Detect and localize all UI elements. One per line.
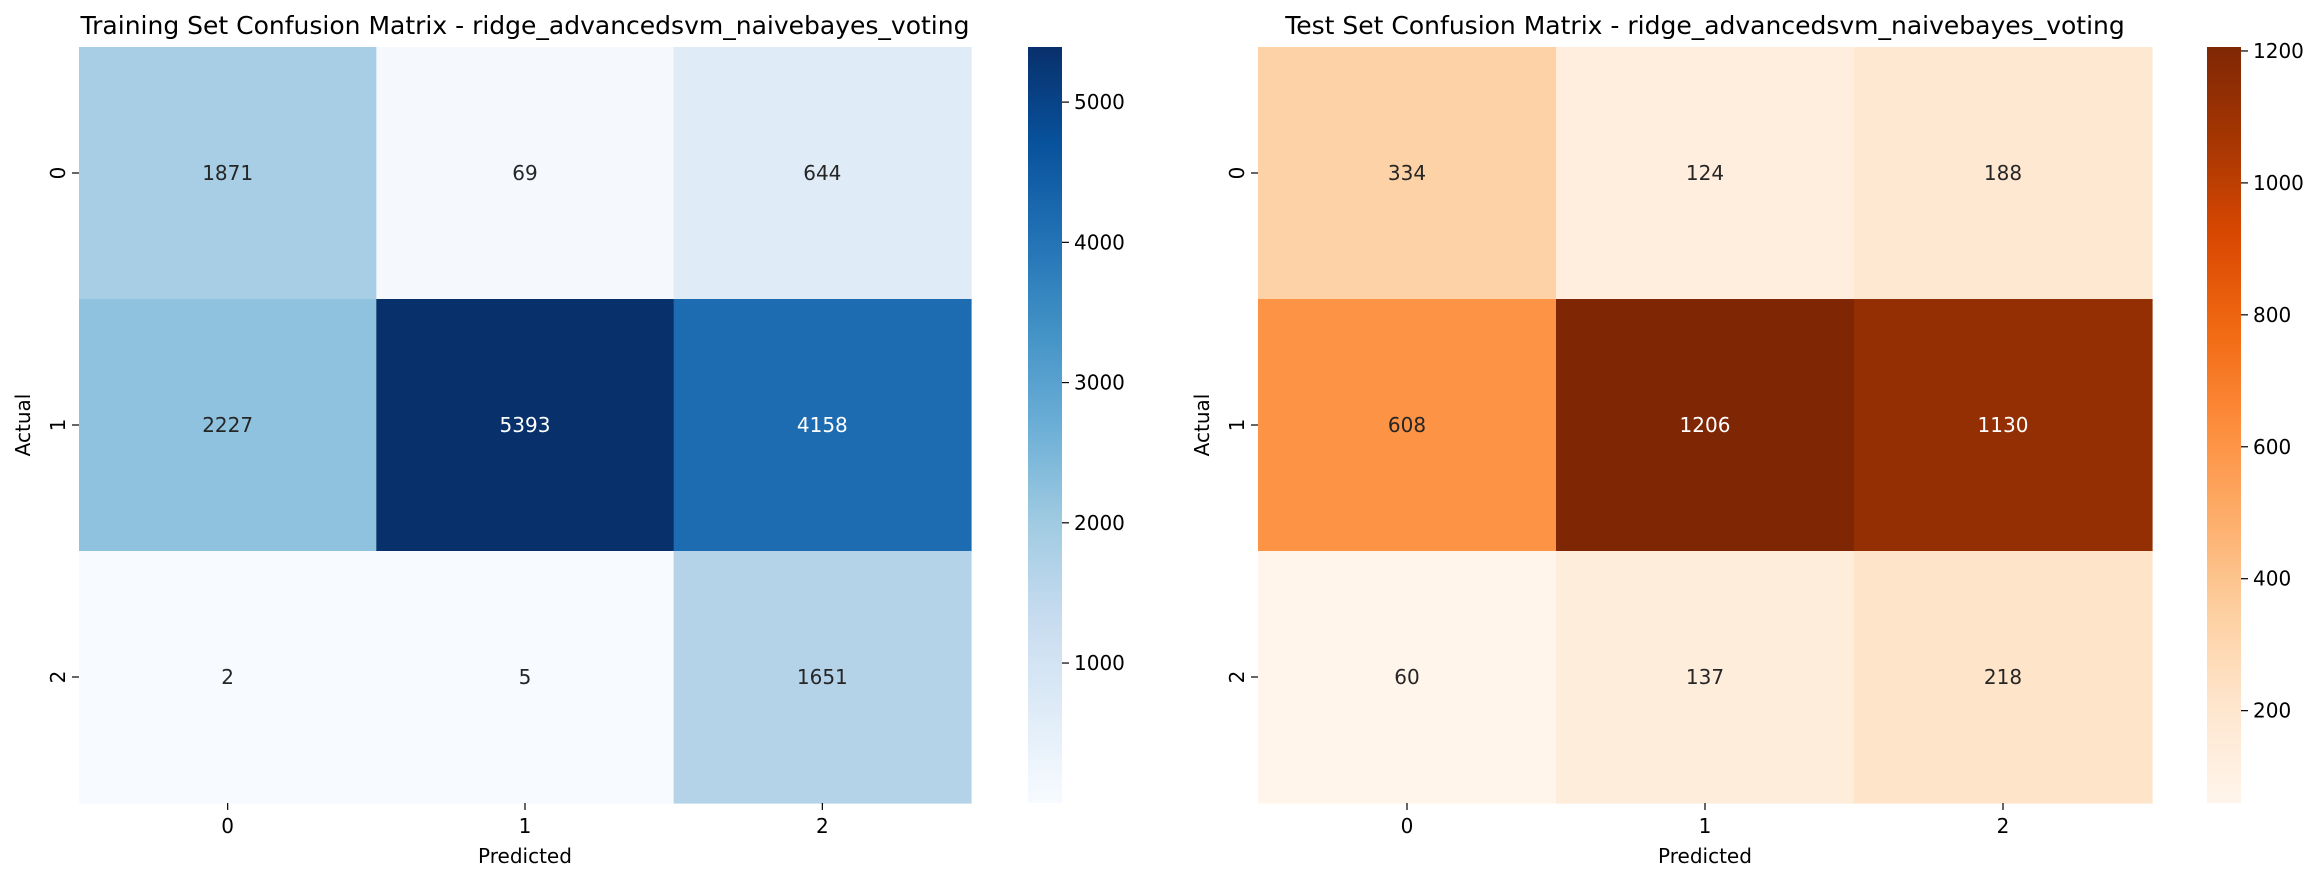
test-cell-value-r2-c1: 137 xyxy=(1686,665,1724,689)
training-y-tick-label-1: 1 xyxy=(46,419,70,432)
test-cell-value-r0-c0: 334 xyxy=(1388,161,1426,185)
training-cell-value-r1-c1: 5393 xyxy=(500,413,551,437)
test-cell-value-r2-c0: 60 xyxy=(1394,665,1419,689)
training-cell-r1-c1 xyxy=(376,299,675,552)
training-colorbar-tick-label-3: 4000 xyxy=(1074,230,1125,254)
test-y-tick-label-1: 1 xyxy=(1225,419,1249,432)
training-x-tick-label-2: 2 xyxy=(816,814,829,838)
training-y-axis-label: Actual xyxy=(11,394,35,457)
training-cell-r2-c1 xyxy=(376,551,675,804)
test-cell-r2-c0 xyxy=(1258,551,1557,804)
test-colorbar-tick-label-5: 1200 xyxy=(2253,39,2304,63)
training-cell-value-r2-c0: 2 xyxy=(221,665,234,689)
training-axis-ticks: 0 1 2 0 1 2 xyxy=(46,167,829,838)
test-y-axis-label: Actual xyxy=(1190,394,1214,457)
training-y-tick-label-0: 0 xyxy=(46,167,70,180)
training-cell-value-r1-c0: 2227 xyxy=(202,413,253,437)
test-cell-r0-c0 xyxy=(1258,47,1557,300)
training-x-tick-label-0: 0 xyxy=(221,814,234,838)
training-cell-r0-c1 xyxy=(376,47,675,300)
test-colorbar-gradient xyxy=(2207,47,2241,803)
test-cell-r0-c2 xyxy=(1854,47,2153,300)
training-chart-title: Training Set Confusion Matrix - ridge_ad… xyxy=(80,11,970,40)
training-x-tick-label-1: 1 xyxy=(519,814,532,838)
test-cell-r1-c2 xyxy=(1854,299,2153,552)
training-heatmap-cells: 1871 69 644 2227 5393 4158 2 5 1651 xyxy=(79,47,972,804)
test-y-tick-label-0: 0 xyxy=(1225,167,1249,180)
test-colorbar-tick-label-3: 800 xyxy=(2253,303,2291,327)
training-cell-value-r0-c2: 644 xyxy=(803,161,841,185)
training-colorbar: 1000 2000 3000 4000 5000 xyxy=(1028,47,1125,803)
test-cell-r1-c1 xyxy=(1556,299,1855,552)
training-cell-r2-c0 xyxy=(79,551,377,804)
test-y-tick-label-2: 2 xyxy=(1225,671,1249,684)
training-cell-value-r0-c1: 69 xyxy=(512,161,537,185)
training-cell-r0-c0 xyxy=(79,47,377,300)
training-x-axis-label: Predicted xyxy=(478,844,572,868)
test-x-tick-label-2: 2 xyxy=(1997,814,2010,838)
training-cell-value-r2-c1: 5 xyxy=(519,665,532,689)
test-colorbar-tick-label-4: 1000 xyxy=(2253,171,2304,195)
training-y-tick-label-2: 2 xyxy=(46,671,70,684)
training-colorbar-tick-label-4: 5000 xyxy=(1074,90,1125,114)
test-chart-title: Test Set Confusion Matrix - ridge_advanc… xyxy=(1284,11,2125,40)
training-colorbar-tick-label-0: 1000 xyxy=(1074,651,1125,675)
training-cell-value-r0-c0: 1871 xyxy=(202,161,253,185)
test-cell-r2-c2 xyxy=(1854,551,2153,804)
training-cell-value-r2-c2: 1651 xyxy=(797,665,848,689)
training-colorbar-tick-label-2: 3000 xyxy=(1074,371,1125,395)
test-x-axis-label: Predicted xyxy=(1658,844,1752,868)
test-cell-value-r0-c2: 188 xyxy=(1984,161,2022,185)
test-colorbar-tick-label-1: 400 xyxy=(2253,567,2291,591)
training-cell-value-r1-c2: 4158 xyxy=(797,413,848,437)
training-colorbar-tick-label-1: 2000 xyxy=(1074,511,1125,535)
test-cell-r2-c1 xyxy=(1556,551,1855,804)
test-cell-value-r1-c0: 608 xyxy=(1388,413,1426,437)
test-x-tick-label-1: 1 xyxy=(1699,814,1712,838)
training-colorbar-gradient xyxy=(1028,47,1062,803)
training-cell-r1-c2 xyxy=(673,299,972,552)
test-colorbar-tick-label-2: 600 xyxy=(2253,435,2291,459)
test-cell-value-r1-c1: 1206 xyxy=(1680,413,1731,437)
test-axis-ticks: 0 1 2 0 1 2 xyxy=(1225,167,2009,838)
test-cell-value-r1-c2: 1130 xyxy=(1978,413,2029,437)
training-cell-r0-c2 xyxy=(673,47,972,300)
test-cell-r0-c1 xyxy=(1556,47,1855,300)
test-colorbar-tick-label-0: 200 xyxy=(2253,699,2291,723)
test-confusion-matrix-panel: Test Set Confusion Matrix - ridge_advanc… xyxy=(1190,11,2304,868)
test-x-tick-label-0: 0 xyxy=(1401,814,1414,838)
test-colorbar: 200 400 600 800 1000 1200 xyxy=(2207,39,2304,803)
training-cell-r1-c0 xyxy=(79,299,377,552)
test-heatmap-cells: 334 124 188 608 1206 1130 60 137 218 xyxy=(1258,47,2153,804)
test-cell-value-r2-c2: 218 xyxy=(1984,665,2022,689)
training-cell-r2-c2 xyxy=(673,551,972,804)
test-cell-value-r0-c1: 124 xyxy=(1686,161,1724,185)
test-cell-r1-c0 xyxy=(1258,299,1557,552)
training-confusion-matrix-panel: Training Set Confusion Matrix - ridge_ad… xyxy=(11,11,1125,868)
